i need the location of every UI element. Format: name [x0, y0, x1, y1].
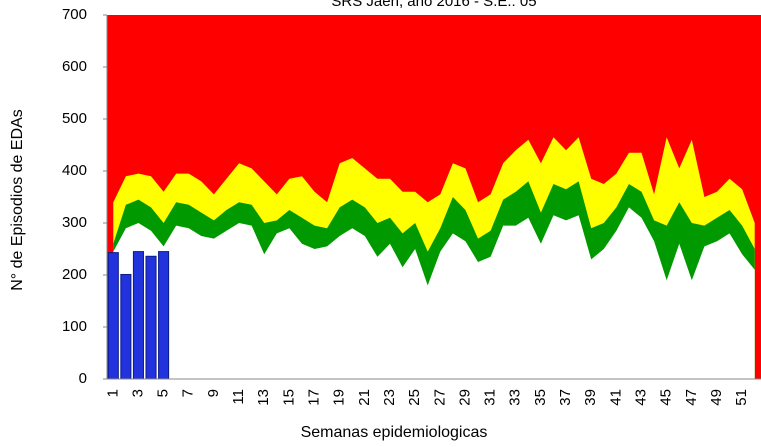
bar: [145, 255, 157, 380]
x-tick-label: 21: [356, 389, 373, 406]
x-tick-label: 11: [230, 389, 247, 405]
x-tick-label: 19: [331, 389, 348, 406]
bar: [158, 251, 170, 380]
y-tick-label: 600: [62, 58, 87, 75]
x-tick-label: 17: [305, 389, 322, 406]
x-tick-label: 13: [255, 389, 272, 406]
x-axis-label: Semanas epidemiologicas: [301, 424, 488, 441]
chart-title: SRS Jaén, año 2016 - S.E.: 05: [331, 0, 536, 10]
y-tick-label: 300: [62, 214, 87, 231]
y-tick-label: 400: [62, 162, 87, 179]
y-tick-label: 200: [62, 266, 87, 283]
x-tick-label: 27: [431, 389, 448, 406]
x-tick-label: 23: [381, 389, 398, 406]
y-tick-label: 100: [62, 318, 87, 335]
x-tick-label: 29: [456, 389, 473, 406]
x-tick-label: 1: [104, 389, 121, 397]
y-tick-label: 0: [79, 370, 87, 387]
x-tick-label: 41: [607, 389, 624, 406]
y-tick-label: 500: [62, 110, 87, 127]
x-tick-label: 25: [406, 389, 423, 406]
y-axis-label: N° de Episodios de EDAs: [9, 109, 26, 291]
x-tick-label: 15: [280, 389, 297, 406]
bar: [132, 251, 144, 380]
y-tick-label: 700: [62, 6, 87, 23]
x-tick-label: 45: [658, 389, 675, 406]
x-tick-label: 43: [632, 389, 649, 406]
x-tick-label: 33: [507, 389, 524, 406]
x-tick-label: 49: [708, 389, 725, 406]
x-tick-label: 37: [557, 389, 574, 406]
bar: [107, 252, 119, 380]
bar: [120, 273, 132, 380]
x-tick-label: 35: [532, 389, 549, 406]
x-tick-label: 47: [683, 389, 700, 406]
x-tick-label: 9: [205, 389, 222, 397]
x-tick-label: 51: [733, 389, 750, 406]
x-tick-label: 39: [582, 389, 599, 406]
x-tick-label: 7: [180, 389, 197, 397]
x-tick-label: 3: [129, 389, 146, 397]
x-tick-label: 5: [155, 389, 172, 397]
zone-area: [113, 207, 755, 379]
x-tick-label: 31: [482, 389, 499, 406]
